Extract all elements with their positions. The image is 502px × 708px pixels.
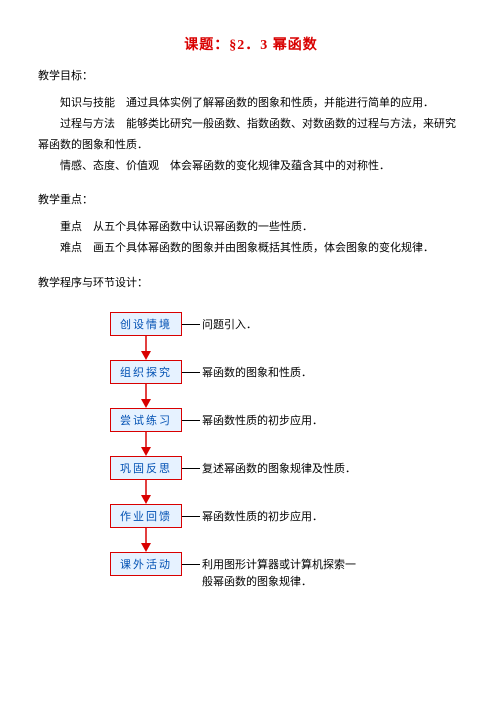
goal3-label: 情感、态度、价值观 bbox=[60, 160, 159, 172]
proc-header: 教学程序与环节设计： bbox=[38, 273, 464, 294]
goal-2: 过程与方法 能够类比研究一般函数、指数函数、对数函数的过程与方法，来研究幂函数的… bbox=[38, 114, 464, 156]
focus1-label: 重点 bbox=[60, 221, 82, 233]
goal2-label: 过程与方法 bbox=[60, 118, 115, 130]
goal1-label: 知识与技能 bbox=[60, 97, 115, 109]
focus1-text: 从五个具体幂函数中认识幂函数的一些性质． bbox=[93, 221, 313, 233]
flow-node-box: 巩固反思 bbox=[110, 456, 182, 480]
flow-arrow bbox=[110, 384, 182, 408]
flow-row: 创设情境问题引入． bbox=[110, 312, 464, 336]
goal1-text: 通过具体实例了解幂函数的图象和性质，并能进行简单的应用． bbox=[126, 97, 434, 109]
flow-row: 尝试练习幂函数性质的初步应用． bbox=[110, 408, 464, 432]
flow-arrow bbox=[110, 480, 182, 504]
flow-row: 组织探究幂函数的图象和性质． bbox=[110, 360, 464, 384]
focus-header: 教学重点： bbox=[38, 190, 464, 211]
flow-node-box: 组织探究 bbox=[110, 360, 182, 384]
flow-row: 作业回馈幂函数性质的初步应用． bbox=[110, 504, 464, 528]
flow-node-box: 创设情境 bbox=[110, 312, 182, 336]
flow-arrow bbox=[110, 336, 182, 360]
flow-node-desc: 利用图形计算器或计算机探索一般幂函数的图象规律． bbox=[202, 552, 356, 590]
flowchart: 创设情境问题引入． 组织探究幂函数的图象和性质． 尝试练习幂函数性质的初步应用．… bbox=[110, 312, 464, 590]
flow-node-desc: 复述幂函数的图象规律及性质． bbox=[202, 456, 356, 478]
flow-row: 课外活动利用图形计算器或计算机探索一般幂函数的图象规律． bbox=[110, 552, 464, 590]
focus-1: 重点 从五个具体幂函数中认识幂函数的一些性质． bbox=[38, 217, 464, 238]
focus2-text: 画五个具体幂函数的图象并由图象概括其性质，体会图象的变化规律． bbox=[93, 242, 434, 254]
goal-1: 知识与技能 通过具体实例了解幂函数的图象和性质，并能进行简单的应用． bbox=[38, 93, 464, 114]
focus-2: 难点 画五个具体幂函数的图象并由图象概括其性质，体会图象的变化规律． bbox=[38, 238, 464, 259]
flow-arrow bbox=[110, 528, 182, 552]
flow-node-desc: 幂函数的图象和性质． bbox=[202, 360, 312, 382]
goals-header: 教学目标： bbox=[38, 66, 464, 87]
flow-node-desc: 幂函数性质的初步应用． bbox=[202, 408, 323, 430]
flow-node-desc: 幂函数性质的初步应用． bbox=[202, 504, 323, 526]
focus2-label: 难点 bbox=[60, 242, 82, 254]
flow-arrow bbox=[110, 432, 182, 456]
goal-3: 情感、态度、价值观 体会幂函数的变化规律及蕴含其中的对称性． bbox=[38, 156, 464, 177]
flow-row: 巩固反思复述幂函数的图象规律及性质． bbox=[110, 456, 464, 480]
page-title: 课题：§2．3 幂函数 bbox=[38, 34, 464, 54]
flow-node-desc: 问题引入． bbox=[202, 312, 257, 334]
flow-node-box: 尝试练习 bbox=[110, 408, 182, 432]
goal3-text: 体会幂函数的变化规律及蕴含其中的对称性． bbox=[170, 160, 390, 172]
flow-node-box: 作业回馈 bbox=[110, 504, 182, 528]
flow-node-box: 课外活动 bbox=[110, 552, 182, 576]
